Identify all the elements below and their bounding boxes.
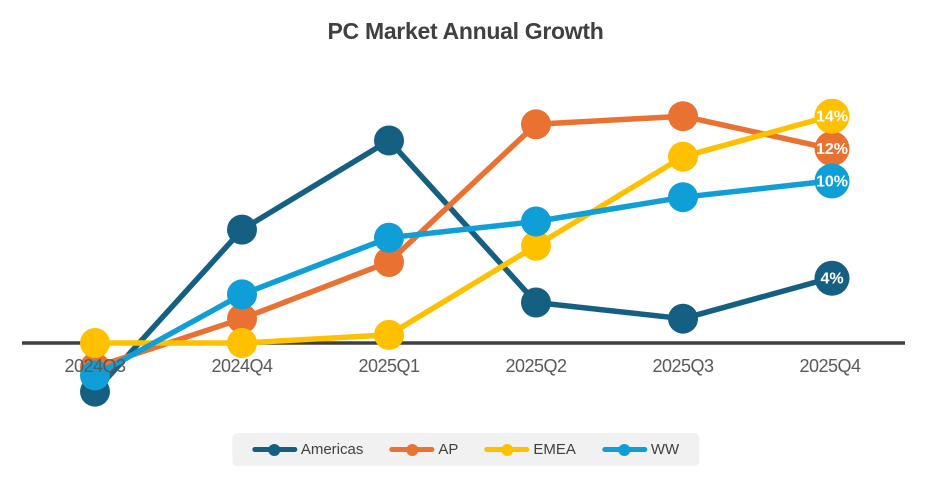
marker-americas (521, 287, 551, 318)
x-axis-label-2024Q3: 2024Q3 (64, 356, 126, 376)
legend-label: Americas (300, 441, 364, 458)
x-axis-label-2025Q1: 2025Q1 (358, 356, 420, 376)
marker-emea (374, 319, 404, 350)
marker-ww (227, 279, 257, 310)
legend-item-americas: Americas (251, 441, 364, 458)
marker-americas (668, 303, 698, 334)
series-line-ww (92, 178, 833, 379)
legend-line-marker-icon (251, 443, 297, 456)
marker-americas (374, 125, 404, 156)
marker-ww (521, 206, 551, 237)
marker-ww (80, 360, 110, 391)
end-marker-ww (814, 163, 850, 199)
marker-ap (227, 303, 257, 334)
plot-area: 4% 12% 14% 10% 2024Q3 2024Q4 2025Q1 2025Q2 2025Q… (22, 98, 905, 407)
x-axis-label-2024Q4: 2024Q4 (211, 356, 273, 376)
marker-emea (668, 141, 698, 172)
series-line-ap (92, 113, 833, 371)
legend-dot-icon (405, 443, 418, 456)
x-axis-label-2025Q2: 2025Q2 (505, 356, 567, 376)
marker-emea (227, 328, 257, 358)
legend-label: EMEA (533, 441, 576, 458)
marker-ww (374, 222, 404, 253)
marker-emea (80, 328, 110, 358)
series-line-emea (92, 113, 833, 346)
marker-emea (521, 230, 551, 261)
legend-item-emea: EMEA (484, 441, 576, 458)
x-axis-label-2025Q3: 2025Q3 (652, 356, 714, 376)
marker-ap (521, 109, 551, 140)
marker-americas (227, 214, 257, 245)
end-marker-emea (814, 98, 850, 134)
legend-dot-icon (268, 443, 281, 456)
x-axis-label-2025Q4: 2025Q4 (799, 356, 861, 376)
marker-ww (668, 182, 698, 213)
legend-label: AP (438, 441, 459, 458)
marker-ap (374, 247, 404, 277)
end-label-ww: 10% (816, 174, 848, 191)
end-label-emea: 14% (816, 109, 848, 126)
legend-line-marker-icon (601, 443, 647, 456)
series-line-americas (92, 137, 833, 395)
marker-ap (668, 101, 698, 132)
legend-label: WW (650, 441, 680, 458)
end-label-americas: 4% (820, 271, 843, 288)
legend-item-ww: WW (601, 441, 680, 458)
end-marker-ap (814, 131, 850, 167)
end-label-ap: 12% (816, 141, 848, 158)
legend-dot-icon (618, 443, 631, 456)
end-marker-americas (814, 260, 850, 296)
chart-title: PC Market Annual Growth (327, 18, 604, 44)
legend: Americas AP EMEA WW (231, 433, 700, 466)
legend-line-marker-icon (484, 443, 530, 456)
legend-line-marker-icon (389, 443, 435, 456)
legend-dot-icon (500, 443, 513, 456)
legend-item-ap: AP (389, 441, 458, 458)
